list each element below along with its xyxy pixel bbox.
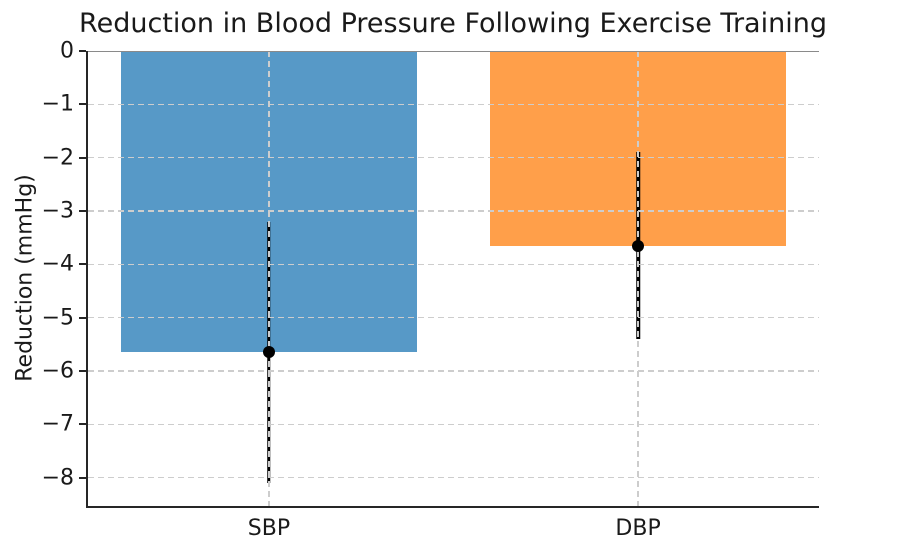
y-tick-label: −4: [41, 251, 74, 277]
gridline-h: [88, 423, 819, 426]
marker-dot-sbp: [262, 346, 275, 359]
y-axis-label: Reduction (mmHg): [12, 174, 38, 382]
x-tick-label: SBP: [247, 516, 291, 541]
axis-spine-bottom: [86, 506, 819, 508]
plot-area: 0 −1 −2 −3 −4 −5 −6 −7 −8 SBP DBP: [42, 39, 819, 541]
gridline-v: [268, 51, 270, 506]
gridline-h: [88, 317, 819, 319]
gridline-h: [88, 103, 819, 106]
y-tick: [79, 156, 86, 159]
y-tick-label: −8: [41, 465, 74, 491]
y-tick: [79, 263, 86, 266]
y-tick-label: 0: [60, 38, 74, 64]
y-tick-label: −5: [41, 305, 74, 331]
y-tick-label: −7: [41, 411, 74, 437]
y-tick-label: −2: [41, 145, 74, 171]
axis-spine-top: [88, 51, 819, 53]
y-tick: [79, 423, 86, 426]
gridline-h: [88, 210, 819, 212]
gridline-v: [637, 51, 639, 506]
chart-title: Reduction in Blood Pressure Following Ex…: [79, 8, 827, 39]
gridline-h: [88, 370, 819, 372]
gridline-h: [88, 477, 819, 479]
marker-dot-dbp: [632, 239, 645, 252]
y-tick: [79, 210, 86, 213]
gridline-h: [88, 263, 819, 266]
y-tick: [79, 50, 86, 52]
y-tick: [79, 103, 86, 106]
y-tick-label: −6: [41, 358, 74, 384]
y-tick-label: −3: [41, 198, 74, 224]
gridline-h: [88, 156, 819, 159]
y-tick: [79, 316, 86, 319]
y-tick: [79, 370, 86, 373]
axis-spine-left: [86, 51, 88, 508]
y-tick: [79, 476, 86, 479]
x-tick-label: DBP: [615, 516, 661, 541]
y-tick-label: −1: [41, 91, 74, 117]
